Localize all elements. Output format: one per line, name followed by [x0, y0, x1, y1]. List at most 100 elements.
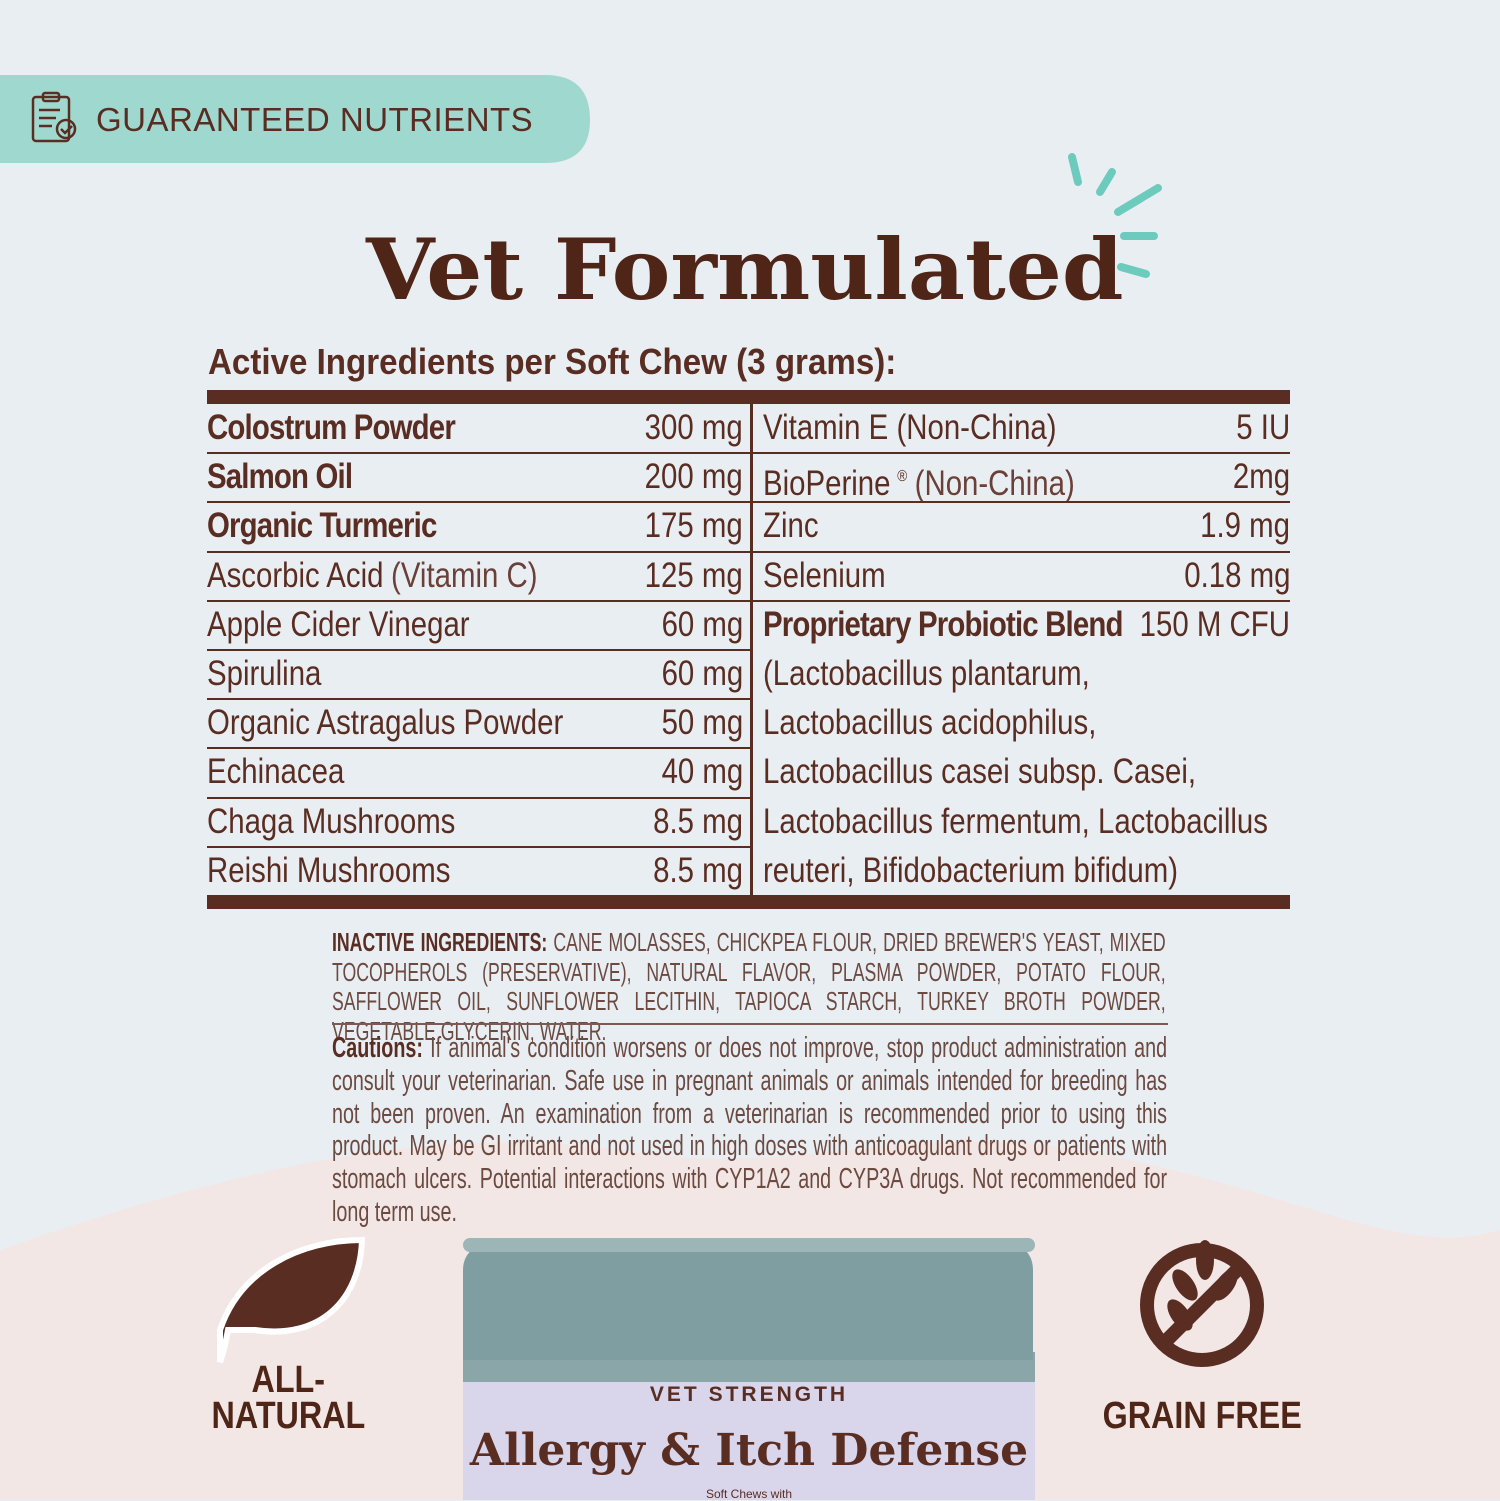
row-line: [207, 501, 750, 504]
ingredient-name: Chaga Mushrooms: [207, 797, 503, 846]
amount-text: 0.18 mg: [1183, 555, 1290, 595]
strain-line: Lactobacillus fermentum, Lactobacillus: [763, 797, 1364, 846]
ingredient-name: Zinc: [763, 501, 829, 550]
cautions-text: If animal's condition worsens or does no…: [332, 1032, 1168, 1228]
ingredient-name: Organic Turmeric: [207, 501, 480, 550]
row-line: [753, 452, 1290, 455]
ingredient: Ascorbic Acid: [207, 555, 384, 595]
name-wrap: Salmon Oil: [207, 452, 353, 501]
ingredient-name: Salmon Oil: [207, 452, 380, 501]
badge-bg: [0, 75, 590, 163]
strain-text: (Lactobacillus plantarum,: [763, 654, 1090, 693]
amount-text: 40 mg: [661, 752, 743, 792]
row-line: [207, 698, 750, 701]
amount: 5 IU: [1226, 403, 1290, 452]
product-tagline: VET STRENGTH: [649, 1383, 849, 1406]
name-wrap: Zinc: [763, 501, 819, 550]
feature-line: NATURAL: [138, 1397, 438, 1435]
strain-text: Lactobacillus casei subsp. Casei,: [763, 752, 1197, 792]
ingredient-name: Organic Astragalus Powder: [207, 698, 631, 747]
strain-text: Lactobacillus acidophilus,: [763, 703, 1097, 743]
name-wrap: Organic Astragalus Powder: [207, 698, 563, 747]
strain-text: Lactobacillus fermentum, Lactobacillus: [763, 801, 1268, 841]
rule-top: [207, 390, 1290, 404]
table-heading: Active Ingredients per Soft Chew (3 gram…: [208, 340, 956, 384]
amount: 60 mg: [646, 600, 743, 649]
feature-line: GRAIN FREE: [1052, 1395, 1352, 1437]
row-line: [207, 452, 750, 455]
amount-text: 8.5 mg: [653, 850, 743, 890]
amount-text: 175 mg: [644, 506, 743, 546]
amount: 60 mg: [646, 649, 743, 698]
ingredient: Echinacea: [207, 752, 345, 792]
ingredient-name: Colostrum Powder: [207, 403, 502, 452]
product-jar: [463, 1238, 1035, 1500]
row-line: [207, 747, 750, 750]
ingredient: Apple Cider Vinegar: [207, 604, 470, 644]
ingredient-name: Spirulina: [207, 649, 343, 698]
ingredient: Proprietary Probiotic Blend: [763, 604, 1123, 644]
amount-text: 200 mg: [644, 457, 743, 497]
amount: 200 mg: [626, 452, 743, 501]
name-wrap: Chaga Mushrooms: [207, 797, 455, 846]
amount-text: 2mg: [1232, 457, 1290, 497]
amount: 300 mg: [626, 403, 743, 452]
amount: 40 mg: [646, 747, 743, 796]
ingredient-name: Ascorbic Acid (Vitamin C): [207, 551, 600, 600]
ingredient: Chaga Mushrooms: [207, 801, 456, 841]
feature-text: ALL-: [251, 1359, 325, 1401]
ingredient: Spirulina: [207, 654, 322, 693]
feature-text: GRAIN FREE: [1102, 1395, 1302, 1437]
inactive-label: INACTIVE INGREDIENTS:: [332, 927, 548, 957]
ingredient: Organic Turmeric: [207, 506, 437, 546]
amount: 2mg: [1222, 452, 1290, 501]
amount: 1.9 mg: [1183, 501, 1290, 550]
amount-text: 60 mg: [661, 654, 743, 693]
strain-line: (Lactobacillus plantarum,: [763, 649, 1152, 698]
strain-text: reuteri, Bifidobacterium bifidum): [763, 850, 1179, 890]
name-wrap: Colostrum Powder: [207, 403, 456, 452]
ingredient: Selenium: [763, 555, 886, 595]
amount: 8.5 mg: [636, 846, 743, 895]
amount-text: 300 mg: [644, 408, 743, 447]
amount-text: 125 mg: [644, 555, 743, 595]
name-wrap: Reishi Mushrooms: [207, 846, 450, 895]
amount-text: 8.5 mg: [653, 801, 743, 841]
ingredient-name: Echinacea: [207, 747, 370, 796]
inactive-text: CANE MOLASSES, CHICKPEA FLOUR, DRIED BRE…: [332, 927, 1166, 1046]
name-wrap: Apple Cider Vinegar: [207, 600, 470, 649]
ingredient-note: (Non-China): [914, 464, 1075, 504]
name-wrap: Proprietary Probiotic Blend: [763, 600, 1123, 649]
feature-label: GRAIN FREE: [1052, 1395, 1352, 1437]
ingredient-name: Selenium: [763, 551, 909, 600]
product-subtitle: Soft Chews with: [705, 1487, 793, 1501]
rule-bottom: [207, 895, 1290, 909]
cautions-block: Cautions: If animal's condition worsens …: [332, 1032, 1167, 1229]
leaf-icon: [217, 1236, 366, 1364]
heading-text: Active Ingredients per Soft Chew (3 gram…: [208, 341, 897, 382]
ingredient-name: Proprietary Probiotic Blend: [763, 600, 1191, 649]
title: Vet Formulated: [0, 222, 1500, 318]
strain-line: Lactobacillus acidophilus,: [763, 698, 1160, 747]
ingredient-name: Reishi Mushrooms: [207, 846, 497, 895]
badge-label: GUARANTEED NUTRIENTS: [96, 101, 534, 138]
ingredient: Salmon Oil: [207, 457, 353, 497]
name-wrap: BioPerine ® (Non-China): [763, 452, 1075, 508]
name-wrap: Selenium: [763, 551, 886, 600]
name-wrap: Vitamin E (Non-China): [763, 403, 1057, 452]
amount-text: 1.9 mg: [1200, 506, 1290, 546]
strain-line: reuteri, Bifidobacterium bifidum): [763, 846, 1257, 895]
inactive-block: INACTIVE INGREDIENTS: CANE MOLASSES, CHI…: [332, 927, 1166, 1046]
ingredient: Vitamin E (Non-China): [763, 408, 1057, 447]
ingredient: Organic Astragalus Powder: [207, 703, 564, 743]
feature-label: ALL- NATURAL: [138, 1359, 438, 1435]
name-wrap: Organic Turmeric: [207, 501, 437, 550]
title-text: Vet Formulated: [366, 220, 1124, 319]
amount: 175 mg: [626, 501, 743, 550]
ingredient: BioPerine: [763, 464, 891, 504]
grain-free-icon: [1140, 1240, 1264, 1367]
amount-text: 60 mg: [661, 604, 743, 644]
divider: [332, 1023, 1168, 1025]
